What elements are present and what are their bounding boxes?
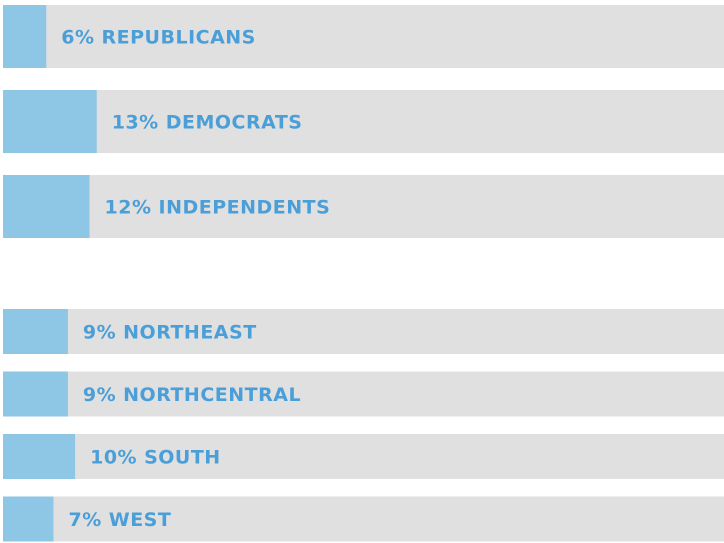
category-label: DEMOCRATS [166,111,303,133]
value-label: 12% [105,196,152,218]
bar-label: 12% INDEPENDENTS [105,196,331,218]
bar [3,90,97,153]
bar-label: 10% SOUTH [90,446,221,468]
category-label: REPUBLICANS [102,26,256,48]
value-label: 6% [61,26,94,48]
bar-label: 6% REPUBLICANS [61,26,256,48]
bar [3,496,54,542]
bar-track [3,434,724,479]
bar-label: 9% NORTHCENTRAL [83,384,301,406]
category-label: NORTHEAST [123,321,257,343]
bar-label: 13% DEMOCRATS [112,111,303,133]
category-label: WEST [109,509,172,531]
bar-track [3,309,724,354]
value-label: 10% [90,446,137,468]
category-label: INDEPENDENTS [159,196,331,218]
bar-label: 9% NORTHEAST [83,321,257,343]
bar [3,371,68,417]
bar [3,309,68,354]
value-label: 9% [83,321,116,343]
bar [3,434,76,479]
bar-track [3,175,724,238]
value-label: 9% [83,384,116,406]
bar-track [3,496,724,542]
bar-track [3,90,724,153]
bar [3,175,90,238]
value-label: 7% [68,509,101,531]
bar-label: 7% WEST [68,509,171,531]
bar-track [3,371,724,417]
value-label: 13% [112,111,159,133]
category-label: NORTHCENTRAL [123,384,301,406]
bar-track [3,5,724,68]
category-label: SOUTH [144,446,221,468]
bar [3,5,47,68]
